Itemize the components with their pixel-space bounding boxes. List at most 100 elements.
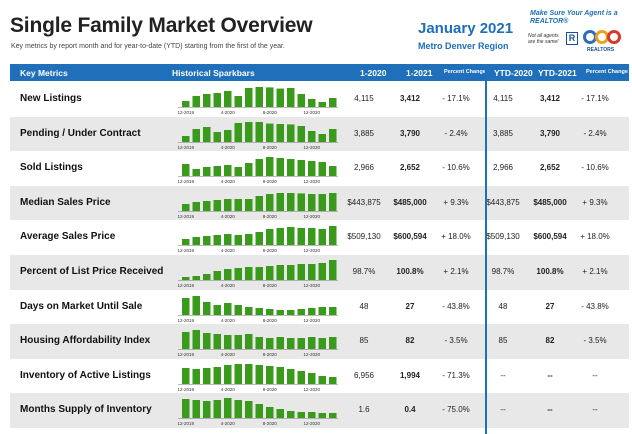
sparkbar-axis-label: 8-2020	[263, 179, 278, 184]
value-ytd-2021: --	[547, 405, 553, 415]
value-1-2021: $485,000	[393, 197, 427, 207]
page-title: Single Family Market Overview	[10, 14, 313, 37]
sparkbar	[308, 161, 316, 177]
sparkbar	[276, 192, 284, 211]
sparkbar	[318, 102, 326, 107]
report-month: January 2021	[418, 20, 514, 37]
sparkbar-axis-label: 4-2020	[221, 145, 236, 150]
sparkbar-axis-label: 12-2019	[177, 179, 194, 184]
value-1-2020: 3,885	[353, 128, 375, 138]
sparkbar	[203, 94, 211, 107]
sparkbar	[297, 308, 305, 315]
table-row: Days on Market Until Sale 12-2019 4-2020 8-…	[10, 290, 629, 325]
sparkbar	[276, 88, 284, 107]
sparkbar	[266, 265, 274, 280]
sparkbar	[182, 164, 190, 177]
value-ytd-percent-change: - 43.8%	[581, 301, 609, 311]
sparkbar-axis-label: 12-2020	[303, 318, 320, 323]
table-row: Average Sales Price 12-2019 4-2020 8-2020 12…	[10, 220, 629, 255]
sparkbar	[287, 368, 295, 384]
sparkbar-axis-label: 4-2020	[221, 179, 236, 184]
sparkbar	[245, 163, 253, 177]
sparkbar	[266, 193, 274, 211]
sparkbar	[234, 400, 242, 419]
sparkbar	[276, 264, 284, 280]
sparkbar	[182, 297, 190, 315]
sparkbar-chart: 12-2019 4-2020 8-2020 12-2020	[177, 157, 338, 184]
value-percent-change: - 2.4%	[444, 128, 468, 138]
logo-ring-red	[607, 30, 621, 44]
sparkbar	[182, 276, 190, 280]
value-ytd-2021: 82	[545, 336, 555, 346]
sparkbar	[245, 334, 253, 350]
value-1-2021: 1,994	[399, 370, 421, 380]
sparkbar	[182, 367, 190, 384]
sparkbar-axis-label: 12-2020	[303, 248, 320, 253]
page-subtitle: Key metrics by report month and for year…	[11, 43, 285, 50]
col-ytd-2021: YTD-2021	[538, 68, 577, 78]
sparkbar	[329, 166, 337, 177]
table-row: Inventory of Active Listings 12-2019 4-202…	[10, 359, 629, 394]
sparkbar	[287, 159, 295, 177]
metric-label: Housing Affordability Index	[20, 335, 151, 347]
value-1-2020: $443,875	[347, 197, 381, 207]
value-1-2021: 0.4	[404, 405, 416, 415]
sparkbar-chart: 12-2019 4-2020 8-2020 12-2020	[177, 398, 338, 426]
metric-label: Average Sales Price	[20, 231, 116, 243]
table-row: Pending / Under Contract 12-2019 4-2020 8-2…	[10, 116, 629, 152]
sparkbar-axis-label: 12-2019	[177, 145, 194, 150]
sparkbar	[245, 401, 253, 419]
sparkbar	[192, 368, 200, 384]
value-1-2021: 82	[405, 336, 415, 346]
value-ytd-2021: $600,594	[533, 232, 567, 242]
table-row: Median Sales Price 12-2019 4-2020 8-2020 12-…	[10, 185, 629, 221]
col-1-2020: 1-2020	[360, 68, 387, 78]
metric-label: Median Sales Price	[20, 196, 111, 208]
sparkbar	[203, 167, 211, 177]
sparkbar-chart: 12-2019 4-2020 8-2020 12-2020	[177, 87, 338, 115]
sparkbar	[329, 192, 337, 211]
region-name: Metro Denver Region	[418, 41, 509, 51]
sparkbar	[234, 198, 242, 211]
sparkbar	[308, 412, 316, 419]
sparkbar-axis-label: 8-2020	[263, 421, 278, 426]
value-1-2020: 6,956	[353, 370, 375, 380]
sparkbar	[329, 128, 337, 142]
col-ytd-2020: YTD-2020	[494, 68, 533, 78]
col-key-metrics: Key Metrics	[20, 68, 68, 78]
value-ytd-2021: 27	[545, 301, 555, 311]
sparkbar	[224, 268, 232, 280]
sparkbar	[213, 235, 221, 246]
sparkbar	[224, 91, 232, 107]
sparkbar	[213, 304, 221, 315]
sparkbar	[255, 121, 263, 142]
sparkbar	[234, 363, 242, 384]
sparkbar	[203, 333, 211, 350]
sparkbar-axis-label: 4-2020	[221, 387, 236, 392]
sparkbar-axis-label: 12-2019	[177, 387, 194, 392]
sparkbar	[329, 376, 337, 384]
sparkbar	[308, 372, 316, 384]
sparkbar	[276, 228, 284, 246]
value-ytd-percent-change: --	[592, 405, 598, 415]
sparkbar	[234, 96, 242, 107]
ytd-divider	[485, 64, 487, 434]
sparkbar-axis-label: 12-2019	[177, 421, 194, 426]
sparkbar-axis-label: 4-2020	[221, 214, 236, 219]
value-ytd-2021: 2,652	[539, 163, 561, 173]
sparkbar-axis-label: 4-2020	[221, 318, 236, 323]
sparkbar	[203, 126, 211, 142]
sparkbar	[224, 364, 232, 384]
sparkbar	[287, 411, 295, 419]
value-1-2020: 48	[359, 301, 369, 311]
sparkbar-chart: 12-2019 4-2020 8-2020 12-2020	[177, 226, 338, 253]
sparkbar	[255, 307, 263, 315]
sparkbar	[276, 309, 284, 315]
sparkbar	[203, 367, 211, 384]
sparkbar	[192, 128, 200, 142]
sparkbar	[266, 338, 274, 350]
metrics-table: New Listings 12-2019 4-2020 8-2020 12-2020 4,…	[10, 82, 629, 428]
sparkbar	[266, 308, 274, 315]
sparkbar	[266, 365, 274, 384]
value-1-2020: 85	[359, 336, 369, 346]
